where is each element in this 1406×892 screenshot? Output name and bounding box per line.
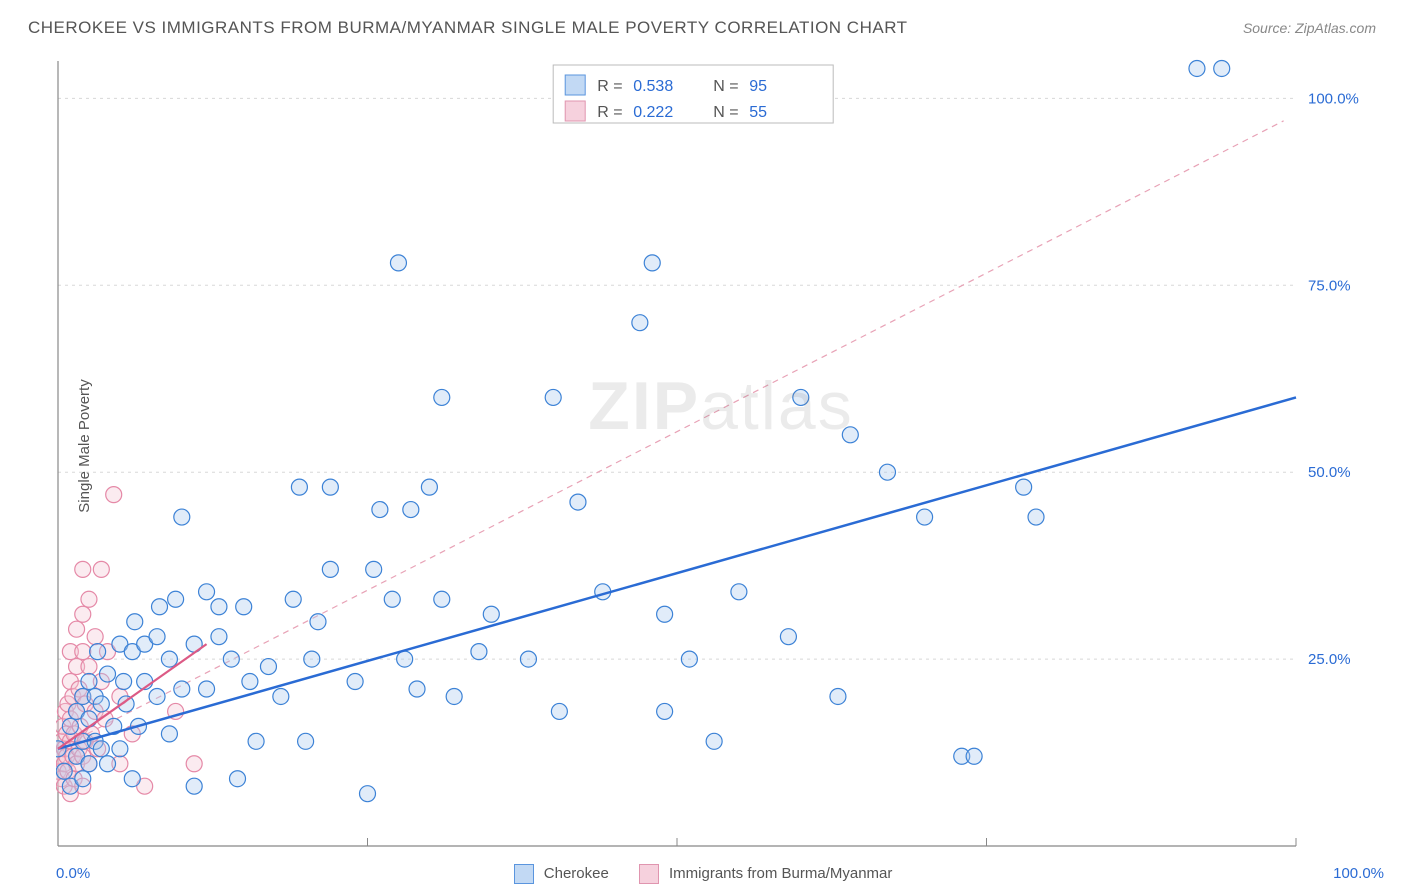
legend-swatch-burma [639, 864, 659, 884]
svg-text:75.0%: 75.0% [1308, 277, 1351, 294]
svg-text:R =: R = [597, 78, 622, 95]
plot-area: 25.0% 50.0% 75.0% 100.0% R = 0.538 N = 95 R = 0.2… [56, 55, 1386, 852]
source-attribution: Source: ZipAtlas.com [1243, 20, 1376, 36]
svg-text:0.538: 0.538 [633, 78, 673, 95]
legend-item-burma: Immigrants from Burma/Myanmar [639, 864, 893, 884]
svg-text:95: 95 [749, 78, 767, 95]
scatter-chart-svg: 25.0% 50.0% 75.0% 100.0% R = 0.538 N = 95 R = 0.2… [56, 55, 1386, 852]
svg-text:50.0%: 50.0% [1308, 464, 1351, 481]
chart-title: CHEROKEE VS IMMIGRANTS FROM BURMA/MYANMA… [28, 18, 908, 38]
svg-text:N =: N = [713, 104, 738, 121]
bottom-legend: Cherokee Immigrants from Burma/Myanmar [0, 864, 1406, 884]
legend-item-cherokee: Cherokee [514, 864, 609, 884]
svg-text:N =: N = [713, 78, 738, 95]
svg-text:R =: R = [597, 104, 622, 121]
svg-text:25.0%: 25.0% [1308, 651, 1351, 668]
legend-label-cherokee: Cherokee [544, 865, 609, 882]
legend-swatch-cherokee [514, 864, 534, 884]
svg-text:100.0%: 100.0% [1308, 90, 1359, 107]
svg-text:0.222: 0.222 [633, 104, 673, 121]
svg-text:55: 55 [749, 104, 767, 121]
legend-label-burma: Immigrants from Burma/Myanmar [669, 865, 892, 882]
